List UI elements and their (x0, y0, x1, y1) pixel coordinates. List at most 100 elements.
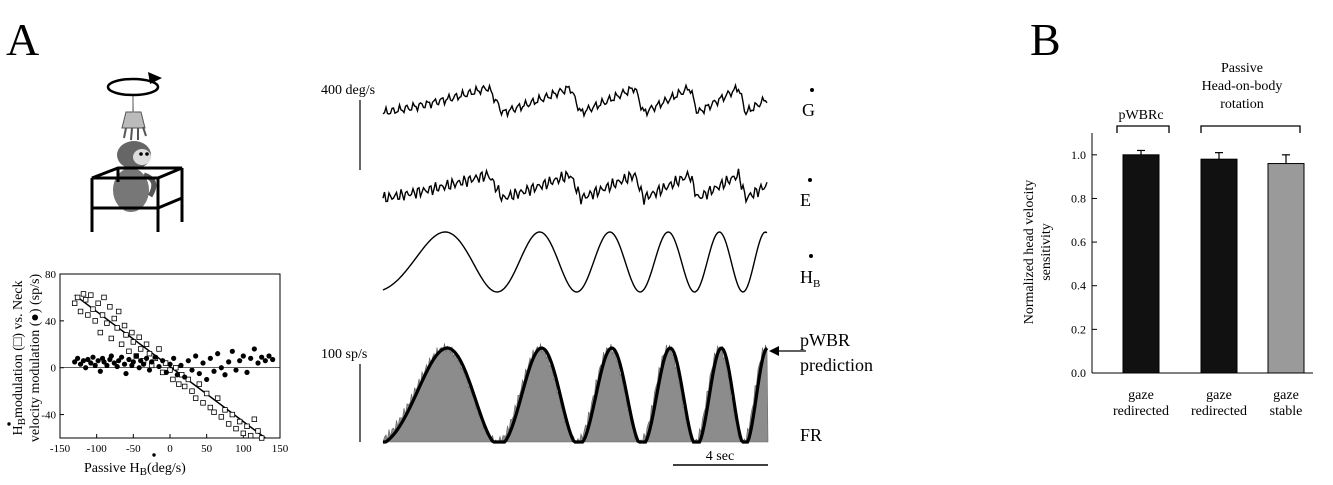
x-tick-label: -100 (87, 443, 108, 455)
head-modulation-points (71, 291, 265, 441)
neck-modulation-point (80, 358, 87, 364)
pwbr-prediction-trace (383, 346, 769, 444)
head-modulation-point (244, 423, 250, 429)
x-tick-label: 0 (167, 443, 173, 455)
y-label-dot-accent (7, 422, 11, 426)
neck-modulation-point (126, 356, 132, 363)
head-modulation-point (173, 365, 179, 371)
head-modulation-point (192, 395, 199, 401)
bar-y-tick-label: 0.4 (1071, 279, 1086, 293)
primate-chair-icon (90, 166, 184, 232)
head-modulation-point (123, 332, 129, 338)
head-modulation-point (111, 315, 117, 322)
category-label: redirected (1113, 404, 1169, 419)
y-tick-label: -40 (41, 410, 56, 422)
svg-text:velocity modulation (●) (sp/s): velocity modulation (●) (sp/s) (28, 274, 43, 443)
x-tick-label: -50 (126, 443, 141, 455)
head-modulation-point (126, 348, 132, 355)
x-label-dot-accent (152, 453, 156, 457)
neck-modulation-point (229, 348, 235, 354)
neck-modulation-points (72, 346, 276, 383)
bar-y-tick-label: 0.0 (1071, 366, 1086, 380)
head-modulation-point (167, 367, 173, 373)
category-label: redirected (1191, 404, 1247, 419)
head-modulation-point (222, 407, 228, 413)
rotation-arrow-icon (106, 72, 162, 97)
neck-modulation-point (104, 362, 110, 368)
head-modulation-point (92, 318, 98, 324)
y-tick-label: 80 (45, 269, 57, 281)
neck-modulation-point (116, 358, 122, 364)
head-modulation-point (129, 329, 135, 336)
head-modulation-point (189, 388, 195, 394)
neck-modulation-point (92, 362, 98, 368)
neck-modulation-point (200, 360, 206, 366)
head-modulation-point (85, 312, 91, 318)
svg-text:Normalized head velocity: Normalized head velocity (1022, 180, 1037, 325)
head-modulation-point (108, 335, 115, 342)
bar-y-tick-label: 0.8 (1071, 191, 1086, 205)
head-modulation-point (181, 383, 188, 390)
scatter-x-label: Passive HB(deg/s) (84, 461, 186, 478)
fr-label: FR (800, 425, 822, 445)
gaze-label: G (802, 100, 815, 120)
head-modulation-point (77, 308, 84, 315)
neck-modulation-point (152, 354, 158, 360)
head-modulation-point (143, 341, 150, 347)
x-tick-label: 100 (235, 443, 252, 455)
head-modulation-point (115, 308, 122, 315)
neck-modulation-point (77, 361, 84, 367)
neck-modulation-point (204, 376, 210, 383)
neck-modulation-point (97, 368, 103, 374)
neck-modulation-point (226, 359, 232, 365)
neck-modulation-point (211, 368, 217, 374)
head-modulation-point (104, 320, 110, 326)
neck-modulation-point (156, 363, 162, 370)
neck-modulation-point (193, 353, 199, 359)
scatter-y-ticks: 80 40 0 -40 (41, 269, 64, 422)
panel-b-letter: B (1030, 14, 1061, 65)
arrow-head-icon (769, 346, 779, 356)
scatter-x-ticks: -150 -100 -50 0 50 100 150 (50, 434, 289, 455)
head-modulation-point (258, 435, 265, 441)
svg-text:sensitivity: sensitivity (1039, 223, 1054, 281)
panel-a-letter: A (6, 14, 39, 65)
head-modulation-point (118, 341, 125, 347)
neck-modulation-point (130, 359, 136, 365)
neck-modulation-point (85, 356, 91, 363)
head-modulation-point (80, 291, 87, 297)
prediction-label-line1: pWBR (800, 330, 850, 350)
group-passive: Passive Head-on-body rotation (1200, 61, 1301, 133)
x-tick-label: 50 (201, 443, 213, 455)
head-modulation-point (101, 294, 107, 301)
time-scale-label: 4 sec (706, 449, 734, 464)
group-bracket-pwbrc (1116, 125, 1170, 133)
bar-y-tick-label: 1.0 (1071, 148, 1086, 162)
neck-modulation-point (108, 353, 114, 359)
category-label: gaze (1206, 388, 1232, 403)
velocity-traces: 400 deg/s G E HB (321, 82, 820, 293)
neck-modulation-point (160, 358, 166, 364)
neck-modulation-point (133, 353, 139, 359)
neck-modulation-point (182, 374, 188, 380)
neck-modulation-point (146, 367, 153, 373)
head-modulation-point (74, 294, 81, 301)
bar-y-tick-label: 0.2 (1071, 322, 1086, 336)
neck-modulation-point (75, 355, 81, 361)
head-modulation-point (114, 325, 120, 331)
y-tick-label: 0 (51, 363, 57, 375)
neck-modulation-point (119, 354, 125, 360)
neck-modulation-point (138, 358, 144, 364)
gaze-velocity-trace (382, 82, 768, 119)
group-label-pwbrc: pWBRc (1118, 108, 1163, 123)
head-modulation-point (95, 300, 101, 306)
svg-text:HBmodulation (□) vs. Neck: HBmodulation (□) vs. Neck (11, 280, 28, 435)
head-modulation-point (247, 432, 254, 439)
neck-modulation-point (251, 346, 257, 352)
head-modulation-point (130, 339, 137, 345)
eye-velocity-trace (382, 168, 768, 205)
head-modulation-point (185, 376, 192, 383)
neck-modulation-point (111, 360, 117, 366)
head-modulation-point (90, 306, 96, 312)
